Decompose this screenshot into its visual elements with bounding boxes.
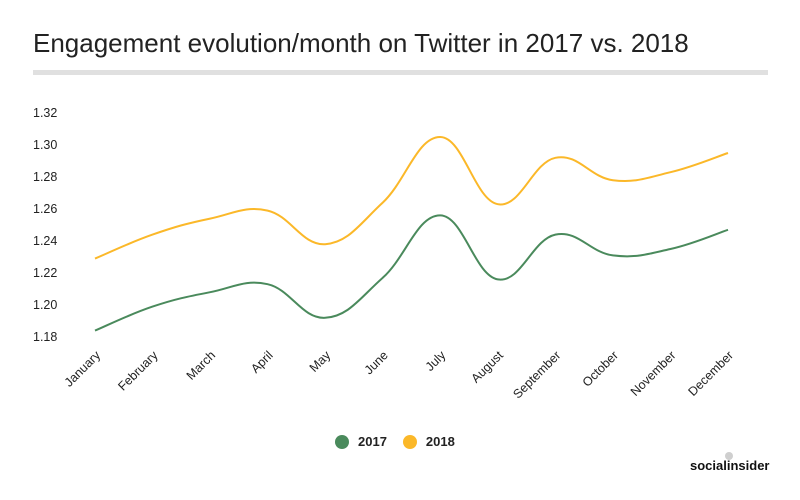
y-tick-label: 1.32 xyxy=(33,106,57,120)
legend: 2017 2018 xyxy=(335,434,471,449)
x-tick-label: September xyxy=(510,348,563,401)
legend-label-2017: 2017 xyxy=(358,434,387,449)
data-point-2018[interactable] xyxy=(262,205,274,217)
data-point-2018[interactable] xyxy=(549,152,561,164)
x-tick-label: October xyxy=(580,348,621,389)
data-point-2017[interactable] xyxy=(722,224,734,236)
x-tick-label: December xyxy=(685,348,736,399)
data-point-2017[interactable] xyxy=(204,286,216,298)
y-tick-label: 1.22 xyxy=(33,266,57,280)
data-point-2017[interactable] xyxy=(319,312,331,324)
series-line-2018[interactable] xyxy=(94,135,729,260)
brand-logo-icon xyxy=(725,452,733,460)
x-tick-label: February xyxy=(115,348,161,394)
data-point-2018[interactable] xyxy=(607,174,619,186)
x-tick-label: April xyxy=(248,348,276,376)
y-tick-label: 1.20 xyxy=(33,298,57,312)
data-point-2017[interactable] xyxy=(89,325,101,337)
data-point-2017[interactable] xyxy=(549,229,561,241)
data-point-2018[interactable] xyxy=(377,197,389,209)
legend-marker-2018 xyxy=(402,434,417,449)
data-point-2018[interactable] xyxy=(434,131,446,143)
y-tick-label: 1.28 xyxy=(33,170,57,184)
y-tick-label: 1.24 xyxy=(33,234,57,248)
data-point-2017[interactable] xyxy=(664,243,676,255)
data-point-2017[interactable] xyxy=(434,209,446,221)
data-point-2018[interactable] xyxy=(664,166,676,178)
x-tick-label: January xyxy=(62,348,104,390)
data-point-2017[interactable] xyxy=(607,249,619,261)
x-axis: January February March April May June July Augu… xyxy=(62,348,736,402)
legend-item-2017[interactable]: 2017 xyxy=(335,434,387,449)
y-tick-label: 1.26 xyxy=(33,202,57,216)
data-point-2018[interactable] xyxy=(89,253,101,265)
x-tick-label: June xyxy=(362,348,391,377)
data-point-2017[interactable] xyxy=(492,273,504,285)
brand-logo: socialinsider xyxy=(690,458,770,473)
data-point-2018[interactable] xyxy=(492,198,504,210)
data-point-2018[interactable] xyxy=(204,213,216,225)
data-point-2017[interactable] xyxy=(377,272,389,284)
y-tick-label: 1.18 xyxy=(33,330,57,344)
x-tick-label: November xyxy=(628,348,679,399)
x-tick-label: July xyxy=(423,348,449,374)
x-tick-label: August xyxy=(469,348,507,386)
data-point-2018[interactable] xyxy=(722,147,734,159)
legend-item-2018[interactable]: 2018 xyxy=(402,434,455,449)
series-lines xyxy=(89,131,734,337)
legend-marker-2017 xyxy=(335,434,349,449)
x-tick-label: March xyxy=(184,348,218,382)
y-axis: 1.18 1.20 1.22 1.24 1.26 1.28 1.30 1.32 xyxy=(33,106,57,344)
legend-label-2018: 2018 xyxy=(425,434,455,449)
chart-title: Engagement evolution/month on Twitter in… xyxy=(33,28,689,58)
series-line-2017[interactable] xyxy=(94,214,729,332)
data-point-2018[interactable] xyxy=(319,238,331,250)
y-tick-label: 1.30 xyxy=(33,138,57,152)
data-point-2017[interactable] xyxy=(262,278,274,290)
title-divider xyxy=(33,70,768,75)
data-point-2018[interactable] xyxy=(147,229,159,241)
data-point-2017[interactable] xyxy=(147,301,159,313)
x-tick-label: May xyxy=(307,348,334,375)
